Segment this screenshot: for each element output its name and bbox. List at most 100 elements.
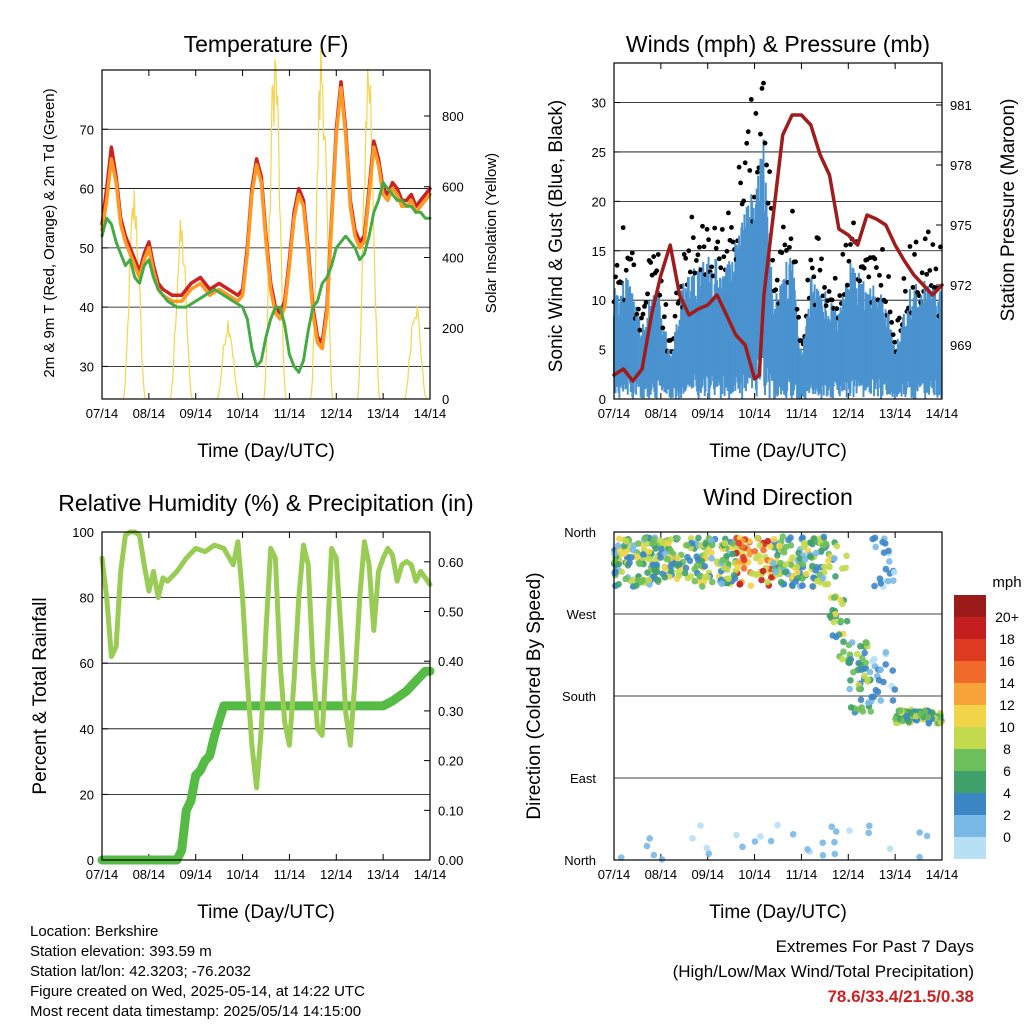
wind-direction-ytick-label: South <box>562 689 596 704</box>
wind-direction-point <box>664 555 671 563</box>
station-info: Location: Berkshire Station elevation: 3… <box>30 922 365 1022</box>
gust-point <box>829 297 835 303</box>
wind-direction-point <box>812 567 820 574</box>
wind-direction-point <box>724 566 731 574</box>
humidity-xtick-label: 07/14 <box>86 867 119 882</box>
gust-point <box>907 244 913 249</box>
winds-xtick-label: 09/14 <box>691 406 724 421</box>
wind-direction-point <box>645 548 653 555</box>
gust-point <box>805 277 811 283</box>
gust-point <box>741 198 747 204</box>
wind-direction-point <box>859 708 867 715</box>
wind-direction-point <box>645 576 653 584</box>
colorbar-label: 18 <box>999 631 1015 647</box>
relative-humidity-line <box>99 529 433 791</box>
gust-point <box>889 319 895 325</box>
wind-direction-point <box>770 535 778 543</box>
wind-direction-point <box>735 539 742 547</box>
gust-point <box>851 220 856 226</box>
gust-point <box>706 237 711 243</box>
gust-point <box>793 259 798 265</box>
wind-direction-point <box>774 821 781 829</box>
wind-direction-panel: Wind Direction Time (Day/UTC) Direction … <box>524 484 1022 923</box>
winds-xtick-label: 12/14 <box>832 406 865 421</box>
gust-point <box>819 256 824 262</box>
gust-point <box>700 223 705 229</box>
winds-ytick-label: 30 <box>592 96 606 111</box>
gust-point <box>822 285 827 290</box>
wind-direction-point <box>614 542 622 550</box>
gust-point <box>761 80 766 86</box>
wind-direction-point <box>857 661 864 668</box>
gust-point <box>643 300 649 305</box>
gust-point <box>729 225 734 230</box>
temperature-ytick-label: 40 <box>80 300 94 315</box>
extremes-title: Extremes For Past 7 Days <box>775 937 974 956</box>
wind-direction-point <box>661 573 669 581</box>
gust-point <box>636 306 641 312</box>
wind-direction-point <box>846 685 853 693</box>
gust-point <box>724 248 730 254</box>
colorbar-swatch <box>954 705 986 727</box>
wind-direction-point <box>740 556 748 564</box>
wind-direction-point <box>615 561 622 568</box>
wind-direction-point <box>889 697 897 704</box>
wind-direction-point <box>839 600 846 608</box>
gust-point <box>704 226 710 232</box>
wind-direction-point <box>687 573 695 580</box>
wind-direction-point <box>889 667 896 674</box>
colorbar-swatch <box>954 815 986 837</box>
gust-point <box>640 311 646 317</box>
humidity-xtick-label: 14/14 <box>414 867 447 882</box>
wind-direction-point <box>708 554 715 562</box>
humidity-ytick-label: 20 <box>80 787 94 802</box>
wind-direction-point <box>832 573 839 580</box>
temperature-xtick-label: 11/14 <box>274 406 306 421</box>
gust-point <box>780 224 786 230</box>
gust-point <box>687 269 693 275</box>
wind-direction-point <box>687 535 695 542</box>
wind-direction-point <box>828 823 836 830</box>
gust-point <box>721 254 727 260</box>
wind-direction-point <box>747 582 755 589</box>
wind-direction-point <box>809 583 816 590</box>
gust-point <box>826 289 832 294</box>
wind-direction-point <box>650 851 658 859</box>
wind-direction-point <box>667 563 675 570</box>
colorbar-label: 2 <box>1003 807 1011 823</box>
wind-direction-point <box>801 555 809 563</box>
wind-direction-point <box>839 565 846 572</box>
wind-direction-point <box>767 837 775 845</box>
wind-direction-point <box>871 582 878 590</box>
wind-direction-point <box>872 543 880 551</box>
wind-direction-point <box>877 697 885 704</box>
wind-direction-point <box>847 677 854 684</box>
wind-direction-point <box>649 561 657 569</box>
wind-direction-point <box>832 633 840 641</box>
gust-point <box>762 140 768 146</box>
wind-direction-point <box>708 578 716 586</box>
winds-ytick-label: 5 <box>599 343 606 358</box>
gust-point <box>751 194 757 200</box>
wind-direction-point <box>760 546 767 554</box>
colorbar-swatch <box>954 837 986 859</box>
precip-ytick-label: 0.60 <box>438 555 463 570</box>
precip-ytick-label: 0.00 <box>438 853 463 868</box>
gust-point <box>930 242 936 248</box>
wind-direction-point <box>615 580 622 588</box>
gust-point <box>883 299 888 305</box>
wind-direction-point <box>855 685 863 693</box>
gust-point <box>661 314 667 320</box>
insolation-ytick-label: 0 <box>442 392 449 407</box>
wind-direction-point <box>819 839 827 847</box>
wind-direction-point <box>819 574 827 582</box>
wind-direction-point <box>799 582 806 589</box>
wind-direction-point <box>800 539 808 547</box>
gust-point <box>773 287 779 293</box>
pressure-ytick-label: 978 <box>950 158 972 173</box>
humidity-ytick-label: 0 <box>87 853 94 868</box>
wind-direction-point <box>846 827 853 834</box>
gust-point <box>755 169 760 175</box>
insolation-ytick-label: 400 <box>442 250 464 265</box>
